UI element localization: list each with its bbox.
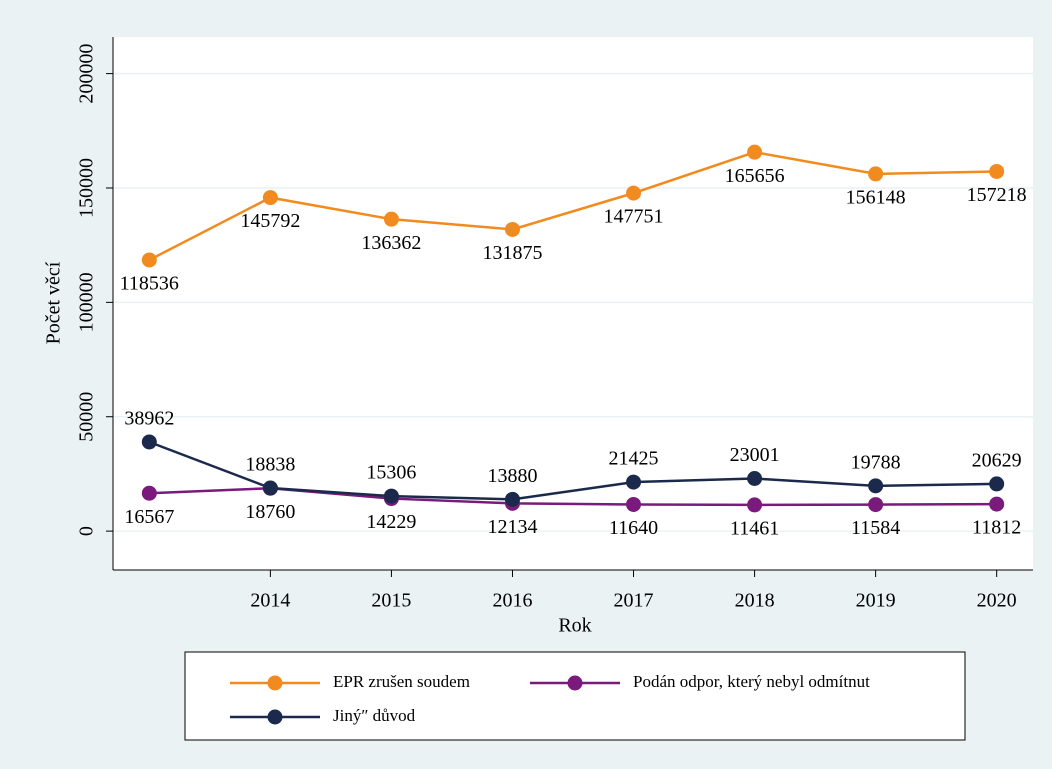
data-label: 11640	[609, 517, 658, 539]
data-label: 156148	[846, 187, 906, 209]
data-label: 13880	[487, 465, 537, 487]
point	[989, 163, 1005, 179]
x-tick-label: 2020	[977, 590, 1017, 612]
point	[383, 488, 399, 504]
x-tick-label: 2014	[250, 590, 290, 612]
data-label: 11461	[730, 517, 779, 539]
data-label: 11812	[972, 517, 1021, 539]
point	[141, 252, 157, 268]
legend-label: EPR zrušen soudem	[333, 672, 470, 691]
x-tick-label: 2017	[614, 590, 654, 612]
x-tick-label: 2019	[856, 590, 896, 612]
data-label: 147751	[604, 206, 664, 228]
y-tick-label: 200000	[76, 44, 98, 104]
point	[262, 480, 278, 496]
point	[747, 470, 763, 486]
point	[504, 491, 520, 507]
point	[989, 476, 1005, 492]
point	[747, 144, 763, 160]
data-label: 20629	[972, 450, 1022, 472]
point	[504, 221, 520, 237]
series-line	[148, 150, 997, 262]
data-label: 157218	[967, 184, 1027, 206]
point	[868, 497, 884, 513]
y-axis-title: Počet věcí	[43, 261, 65, 344]
data-label: 18760	[245, 501, 295, 523]
legend-marker	[267, 709, 283, 725]
data-label: 165656	[725, 165, 785, 187]
point	[868, 166, 884, 182]
point	[141, 485, 157, 501]
data-label: 21425	[609, 448, 659, 470]
point	[626, 185, 642, 201]
data-label: 11584	[851, 517, 900, 539]
x-tick-label: 2018	[735, 590, 775, 612]
point	[383, 211, 399, 227]
data-label: 19788	[851, 451, 901, 473]
data-label: 15306	[366, 462, 416, 484]
x-tick-label: 2016	[492, 590, 532, 612]
legend-marker	[567, 675, 583, 691]
point	[747, 497, 763, 513]
legend-label: Podán odpor, který nebyl odmítnut	[633, 672, 870, 691]
data-label: 145792	[240, 210, 300, 232]
y-tick-label: 0	[76, 526, 98, 536]
x-tick-label: 2015	[371, 590, 411, 612]
data-label: 136362	[361, 232, 421, 254]
y-tick-label: 150000	[76, 158, 98, 218]
point	[626, 496, 642, 512]
point	[262, 190, 278, 206]
data-label: 23001	[730, 444, 780, 466]
y-tick-label: 50000	[76, 392, 98, 442]
legend-marker	[267, 675, 283, 691]
data-label: 118536	[120, 273, 179, 295]
data-label: 18838	[245, 454, 295, 476]
data-label: 12134	[487, 516, 537, 538]
point	[626, 474, 642, 490]
x-axis-title: Rok	[558, 615, 591, 637]
legend	[184, 651, 966, 741]
data-label: 16567	[124, 506, 174, 528]
point	[989, 496, 1005, 512]
y-tick-label: 100000	[76, 272, 98, 332]
data-label: 131875	[482, 242, 542, 264]
legend-label: Jiný″ důvod	[333, 706, 416, 725]
point	[868, 478, 884, 494]
data-label: 14229	[366, 511, 416, 533]
data-label: 38962	[124, 408, 174, 430]
point	[141, 434, 157, 450]
series-line	[148, 440, 997, 501]
